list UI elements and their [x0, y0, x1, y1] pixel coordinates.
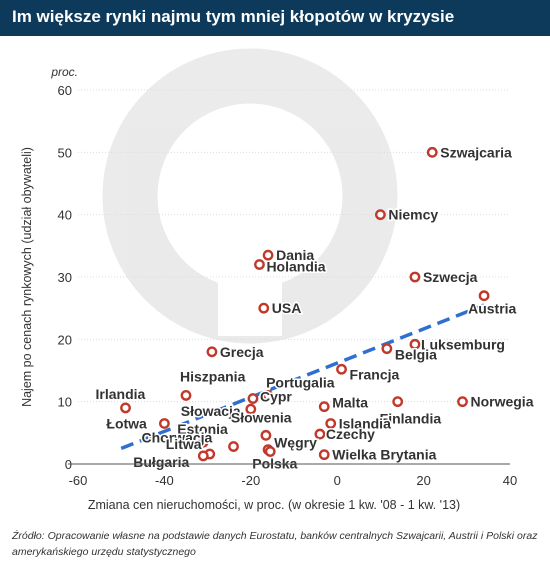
- point-label: Węgry: [274, 435, 317, 451]
- data-point: [254, 259, 265, 270]
- data-point: [336, 363, 347, 375]
- point-label: Norwegia: [470, 394, 533, 410]
- data-point: [264, 446, 276, 457]
- y-tick-label: 40: [58, 208, 72, 223]
- point-label: USA: [272, 300, 302, 316]
- point-label: Finlandia: [380, 411, 442, 427]
- data-point: [197, 436, 209, 448]
- data-point: [381, 343, 393, 355]
- grid: [78, 89, 510, 403]
- x-tick-label: 20: [416, 473, 430, 488]
- data-point: [158, 418, 170, 429]
- data-point: [409, 271, 421, 283]
- point-label: Chorwacja: [142, 430, 213, 446]
- y-tick-label: 10: [58, 395, 72, 410]
- trendline: [120, 303, 485, 451]
- point-label: Szwajcaria: [440, 144, 512, 160]
- data-point: [262, 249, 274, 261]
- y-tick-label: 30: [58, 270, 72, 285]
- data-point: [457, 396, 468, 408]
- point-label: Bułgaria: [133, 454, 189, 470]
- point-label: Grecja: [220, 344, 264, 360]
- data-point: [228, 441, 239, 452]
- data-point: [247, 393, 259, 404]
- point-label: Słowacja: [181, 403, 241, 419]
- watermark-logo: [102, 48, 398, 344]
- data-point: [374, 209, 386, 221]
- data-point: [206, 346, 218, 358]
- x-tick-label: -60: [69, 473, 88, 488]
- point-label: Belgia: [395, 347, 437, 363]
- point-label: Słowenia: [231, 409, 292, 425]
- x-tick-label: 40: [503, 473, 517, 488]
- data-point: [258, 302, 270, 314]
- point-label: Niemcy: [388, 207, 438, 223]
- point-label: Irlandia: [96, 386, 146, 402]
- data-point: [318, 401, 330, 413]
- point-label: Wielka Brytania: [332, 447, 436, 463]
- point-label: Litwa: [166, 436, 202, 452]
- point-label: Luksemburg: [421, 336, 505, 352]
- point-label: Islandia: [339, 415, 391, 431]
- trendline-layer: [120, 303, 485, 451]
- chart-title: Im większe rynki najmu tym mniej kłopotó…: [12, 7, 455, 26]
- data-point: [426, 146, 438, 158]
- y-tick-label: 60: [58, 83, 72, 98]
- point-label: Hiszpania: [180, 368, 246, 384]
- x-tick-label: -20: [241, 473, 260, 488]
- data-point: [180, 390, 192, 401]
- point-label: Malta: [332, 395, 368, 411]
- y-tick-label: 20: [58, 332, 72, 347]
- x-axis-label: Zmiana cen nieruchomości, w proc. (w okr…: [88, 498, 460, 512]
- point-label: Dania: [276, 247, 314, 263]
- data-point: [260, 429, 272, 441]
- point-label: Cypr: [260, 389, 292, 405]
- point-label: Francja: [350, 366, 400, 382]
- y-tick-label: 50: [58, 145, 72, 160]
- data-point: [409, 338, 421, 350]
- point-label: Estonia: [177, 421, 228, 437]
- data-point: [197, 450, 209, 462]
- data-point: [314, 428, 326, 440]
- point-label: Portugalia: [266, 374, 335, 390]
- source-note: Źródło: Opracowanie własne na podstawie …: [12, 530, 538, 558]
- point-label: Łotwa: [106, 415, 147, 431]
- data-point: [392, 396, 404, 408]
- data-point: [120, 402, 131, 414]
- y-unit-label: proc.: [50, 65, 78, 79]
- point-label: Holandia: [266, 259, 325, 275]
- data-point: [325, 418, 337, 429]
- data-point: [245, 403, 257, 415]
- point-label: Czechy: [326, 426, 375, 442]
- title-bar: Im większe rynki najmu tym mniej kłopotó…: [0, 0, 550, 36]
- data-point: [262, 390, 274, 401]
- point-label: Austria: [468, 301, 516, 317]
- data-point: [318, 449, 330, 461]
- x-tick-label: 0: [334, 473, 341, 488]
- point-label: Szwecja: [423, 269, 478, 285]
- y-axis-label: Najem po cenach rynkowych (udział obywat…: [20, 147, 34, 407]
- data-point: [478, 290, 490, 302]
- x-tick-label: -40: [155, 473, 174, 488]
- points-layer: [120, 146, 490, 462]
